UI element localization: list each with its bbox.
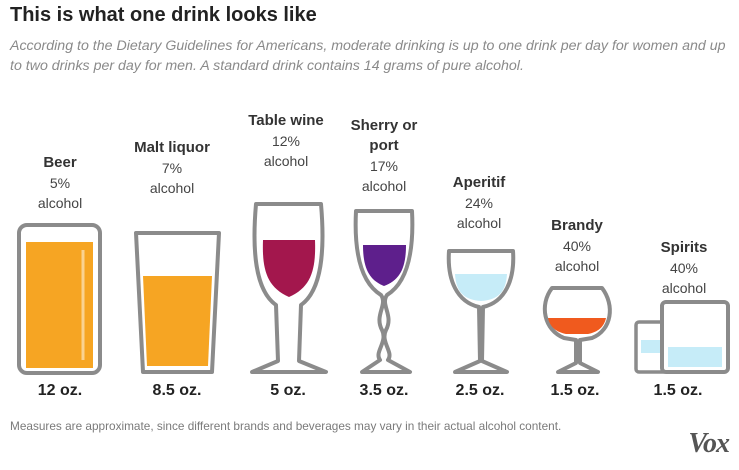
drink-abv-unit: alcohol bbox=[263, 153, 309, 169]
drink-abv-unit: alcohol bbox=[149, 180, 195, 196]
drink-size-spirits: 1.5 oz. bbox=[653, 382, 703, 399]
wine-glass-icon bbox=[250, 202, 328, 374]
page-subtitle: According to the Dietary Guidelines for … bbox=[10, 38, 726, 74]
drink-abv: 12% bbox=[271, 133, 301, 149]
drink-label-malt-liquor: Malt liquor 7% alcohol bbox=[122, 138, 222, 198]
drink-name: Malt liquor bbox=[134, 139, 210, 156]
snifter-glass-icon bbox=[542, 286, 612, 374]
drink-size-beer: 12 oz. bbox=[37, 382, 83, 399]
shot-and-rocks-glass-icon bbox=[634, 300, 730, 374]
drink-abv: 40% bbox=[562, 238, 592, 254]
drink-size-table-wine: 5 oz. bbox=[270, 382, 306, 399]
drink-label-sherry-or-port: Sherry or port 17% alcohol bbox=[334, 116, 434, 196]
page-title: This is what one drink looks like bbox=[10, 4, 317, 26]
drink-abv: 40% bbox=[669, 260, 699, 276]
drink-name: Spirits bbox=[660, 239, 708, 256]
drink-abv-unit: alcohol bbox=[361, 178, 407, 194]
drink-size-brandy: 1.5 oz. bbox=[550, 382, 600, 399]
vox-logo: Vox bbox=[688, 428, 730, 459]
beer-can-icon bbox=[17, 223, 102, 375]
drink-label-table-wine: Table wine 12% alcohol bbox=[236, 111, 336, 171]
drink-name: Brandy bbox=[551, 217, 603, 234]
aperitif-glass-icon bbox=[446, 249, 516, 374]
drink-abv-unit: alcohol bbox=[554, 258, 600, 274]
drink-label-beer: Beer 5% alcohol bbox=[5, 153, 115, 213]
drink-abv-unit: alcohol bbox=[37, 195, 83, 211]
drink-label-brandy: Brandy 40% alcohol bbox=[522, 216, 632, 276]
drink-abv: 7% bbox=[161, 160, 183, 176]
sherry-glass-icon bbox=[353, 209, 415, 374]
drink-size-malt-liquor: 8.5 oz. bbox=[152, 382, 202, 399]
drink-abv: 24% bbox=[464, 195, 494, 211]
drink-label-spirits: Spirits 40% alcohol bbox=[634, 238, 734, 298]
drink-abv: 17% bbox=[369, 158, 399, 174]
drink-abv-unit: alcohol bbox=[661, 280, 707, 296]
drink-size-sherry-or-port: 3.5 oz. bbox=[359, 382, 409, 399]
drink-size-aperitif: 2.5 oz. bbox=[455, 382, 505, 399]
drink-abv: 5% bbox=[49, 175, 71, 191]
drink-name: Table wine bbox=[248, 112, 324, 129]
drink-name: Aperitif bbox=[452, 174, 506, 191]
drink-label-aperitif: Aperitif 24% alcohol bbox=[424, 173, 534, 233]
footnote: Measures are approximate, since differen… bbox=[10, 419, 562, 433]
drink-name: Beer bbox=[43, 154, 77, 171]
pint-glass-icon bbox=[134, 231, 221, 374]
drink-name: Sherry or port bbox=[350, 117, 418, 154]
drink-abv-unit: alcohol bbox=[456, 215, 502, 231]
